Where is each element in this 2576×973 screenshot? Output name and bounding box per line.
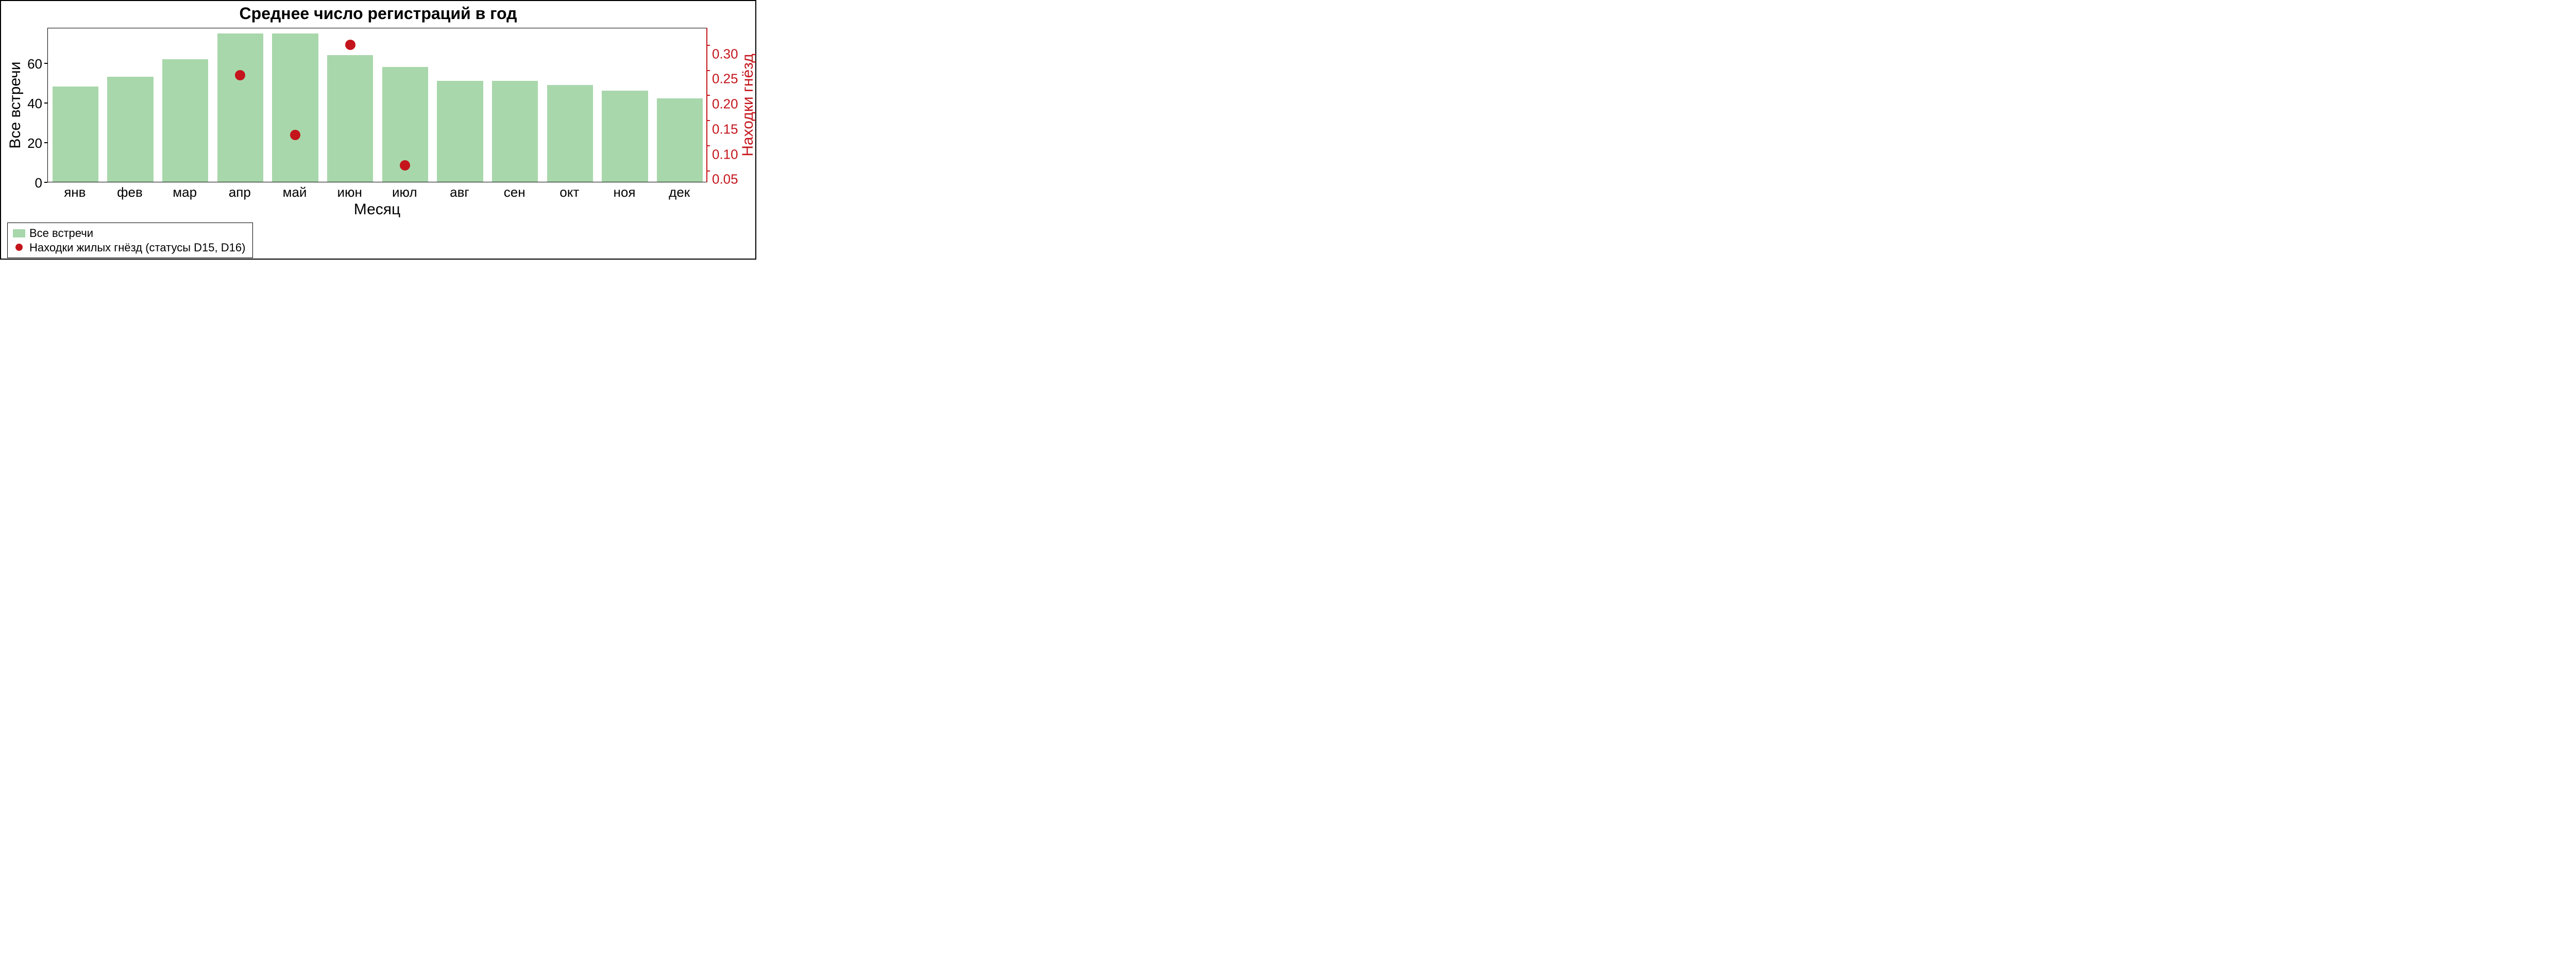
bar-янв [53,87,99,182]
y-right-tickmark [707,70,710,71]
bar-окт [547,85,594,182]
right-axis-spine [706,28,707,182]
x-tick-авг: авг [450,184,469,200]
x-tick-июл: июл [392,184,417,200]
y-axis-right-label: Находки гнёзд [739,54,757,157]
y-right-tick-0.25: 0.25 [712,71,738,87]
bar-ноя [602,91,648,182]
x-tick-окт: окт [560,184,579,200]
scatter-point-июл [400,160,410,170]
bar-июн [327,55,374,182]
bar-дек [657,98,703,182]
x-tick-дек: дек [669,184,690,200]
y-right-tickmark [707,145,710,146]
y-right-tick-0.05: 0.05 [712,172,738,187]
y-left-tickmark [44,103,47,104]
y-axis-left-label: Все встречи [7,61,24,148]
scatter-point-июн [345,40,355,50]
bar-сен [492,81,538,182]
x-tick-ноя: ноя [614,184,636,200]
legend-label: Находки жилых гнёзд (статусы D15, D16) [29,241,245,255]
legend-dot-icon [15,244,23,251]
plot-area [47,28,707,182]
y-right-tickmark [707,170,710,172]
x-axis-label: Месяц [354,201,400,218]
bar-фев [107,77,154,182]
x-tick-апр: апр [229,184,251,200]
y-left-tickmark [44,142,47,143]
bar-май [272,33,318,182]
chart-frame: Среднее число регистраций в год Все встр… [0,0,756,260]
x-tick-май: май [283,184,307,200]
y-left-tickmark [44,63,47,64]
x-tick-мар: мар [173,184,197,200]
x-tick-фев: фев [117,184,143,200]
y-right-tickmark [707,120,710,121]
y-right-tick-0.30: 0.30 [712,46,738,62]
legend-item: Все встречи [13,226,245,241]
x-tick-янв: янв [64,184,86,200]
bar-апр [217,33,264,182]
legend-item: Находки жилых гнёзд (статусы D15, D16) [13,241,245,255]
y-right-tick-0.15: 0.15 [712,121,738,137]
chart-title: Среднее число регистраций в год [1,4,755,23]
x-tick-сен: сен [504,184,526,200]
bar-мар [162,59,209,182]
y-left-tickmark [44,182,47,183]
y-right-tick-0.20: 0.20 [712,96,738,112]
y-right-tick-0.10: 0.10 [712,146,738,162]
y-left-tick-60: 60 [27,56,42,259]
legend-swatch-icon [13,229,25,237]
x-tick-июн: июн [337,184,362,200]
scatter-point-апр [235,70,245,80]
bar-авг [437,81,483,182]
scatter-point-май [290,130,300,140]
y-right-tickmark [707,95,710,96]
legend: Все встречиНаходки жилых гнёзд (статусы … [7,223,253,258]
y-right-tickmark [707,45,710,46]
